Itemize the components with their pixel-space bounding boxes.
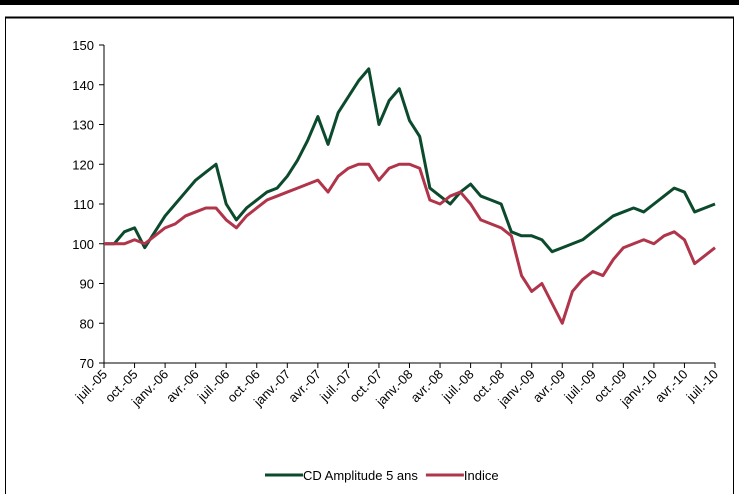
line-series xyxy=(104,67,716,254)
x-tick-label: juil.-05 xyxy=(72,367,110,405)
legend-label: CD Amplitude 5 ans xyxy=(303,468,418,483)
x-tick-label: avr.-10 xyxy=(652,367,691,406)
y-tick-label: 150 xyxy=(72,38,94,53)
top-bar xyxy=(0,0,739,5)
y-tick-label: 110 xyxy=(73,197,94,212)
x-tick-label: avr.-08 xyxy=(407,367,446,406)
x-tick-label: juil.-10 xyxy=(683,367,721,405)
y-tick-label: 90 xyxy=(80,277,94,292)
x-tick-label: juil.-08 xyxy=(438,367,476,405)
y-tick-label: 130 xyxy=(72,118,94,133)
x-tick-label: juil.-06 xyxy=(194,367,232,405)
x-tick-label: avr.-06 xyxy=(163,367,202,406)
y-tick-label: 80 xyxy=(80,316,94,331)
x-tick-label: juil.-07 xyxy=(316,367,354,405)
x-tick-label: avr.-07 xyxy=(285,367,324,406)
y-tick-label: 70 xyxy=(80,356,94,371)
x-tick-label: juil.-09 xyxy=(561,367,599,405)
y-tick-label: 120 xyxy=(72,157,94,172)
line-series xyxy=(104,162,716,325)
legend-label: Indice xyxy=(464,468,499,483)
y-tick-label: 100 xyxy=(72,237,94,252)
x-tick-label: avr.-09 xyxy=(530,367,569,406)
frame xyxy=(5,17,734,498)
y-tick-label: 140 xyxy=(72,78,94,93)
